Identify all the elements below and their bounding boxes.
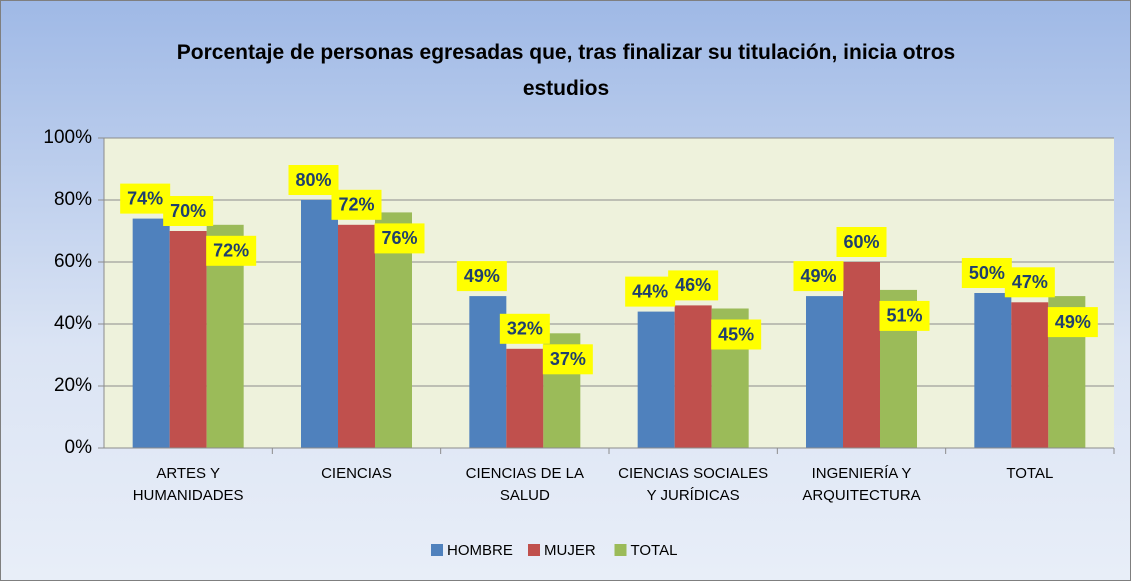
plot-area	[104, 138, 1114, 448]
data-label-box	[456, 261, 507, 292]
bar	[169, 231, 207, 448]
y-tick-label: 40%	[54, 313, 92, 334]
data-label-box	[625, 276, 676, 307]
data-label: 49%	[1055, 312, 1091, 332]
data-label: 32%	[507, 319, 543, 339]
data-label-box	[499, 313, 550, 344]
data-label-box	[288, 165, 339, 195]
data-label: 37%	[550, 349, 586, 369]
x-tick-label: CIENCIAS	[321, 465, 392, 482]
data-label-box	[1047, 307, 1098, 338]
bar	[806, 296, 843, 448]
data-label-box	[163, 196, 214, 226]
data-label-box	[542, 344, 593, 375]
bar	[301, 200, 338, 448]
data-label: 72%	[338, 195, 374, 215]
data-label: 60%	[843, 232, 879, 252]
data-label: 51%	[886, 306, 922, 326]
data-label-box	[374, 223, 425, 254]
bar	[637, 311, 675, 448]
data-label-box	[711, 319, 762, 350]
x-tick-label: ARTES Y HUMANIDADES	[132, 465, 244, 504]
data-label: 49%	[464, 266, 500, 286]
data-label: 49%	[800, 266, 836, 286]
legend-swatch	[528, 544, 540, 556]
legend-label: HOMBRE	[447, 542, 513, 559]
bar	[338, 224, 375, 448]
data-label: 72%	[213, 241, 249, 261]
bar	[674, 305, 712, 448]
data-label-box	[1004, 267, 1055, 298]
x-tick-label: CIENCIAS SOCIALES Y JURÍDICAS	[618, 465, 769, 504]
legend-label: MUJER	[544, 542, 596, 559]
data-label: 76%	[381, 228, 417, 248]
data-label-box	[120, 183, 171, 214]
data-label: 80%	[295, 170, 331, 190]
data-label: 46%	[675, 275, 711, 295]
y-tick-label: 0%	[65, 437, 93, 458]
data-label-box	[331, 189, 382, 220]
data-label-box	[961, 258, 1012, 288]
bar	[506, 348, 544, 448]
bar	[132, 218, 170, 448]
y-tick-label: 60%	[54, 251, 92, 272]
data-label-box	[668, 270, 719, 301]
data-label-box	[879, 300, 930, 331]
chart-title: Porcentaje de personas egresadas que, tr…	[176, 41, 956, 100]
legend-swatch	[431, 544, 443, 556]
y-tick-label: 20%	[54, 375, 92, 396]
bar	[1011, 302, 1049, 448]
data-label: 70%	[170, 201, 206, 221]
data-label: 74%	[127, 188, 163, 208]
x-tick-label: INGENIERÍA Y ARQUITECTURA	[802, 465, 921, 504]
data-label: 47%	[1012, 272, 1048, 292]
x-tick-label: TOTAL	[1006, 465, 1054, 482]
data-label-box	[793, 261, 844, 292]
bar	[974, 293, 1012, 448]
y-tick-label: 100%	[43, 127, 92, 148]
legend-label: TOTAL	[631, 542, 678, 559]
y-tick-label: 80%	[54, 189, 92, 210]
data-label-box	[836, 227, 887, 257]
legend-swatch	[614, 544, 627, 556]
x-tick-label: CIENCIAS DE LA SALUD	[465, 465, 585, 504]
bar	[843, 262, 880, 448]
data-label: 50%	[969, 263, 1005, 283]
data-label: 44%	[632, 281, 668, 301]
data-label: 45%	[718, 324, 754, 344]
data-label-box	[206, 235, 257, 266]
